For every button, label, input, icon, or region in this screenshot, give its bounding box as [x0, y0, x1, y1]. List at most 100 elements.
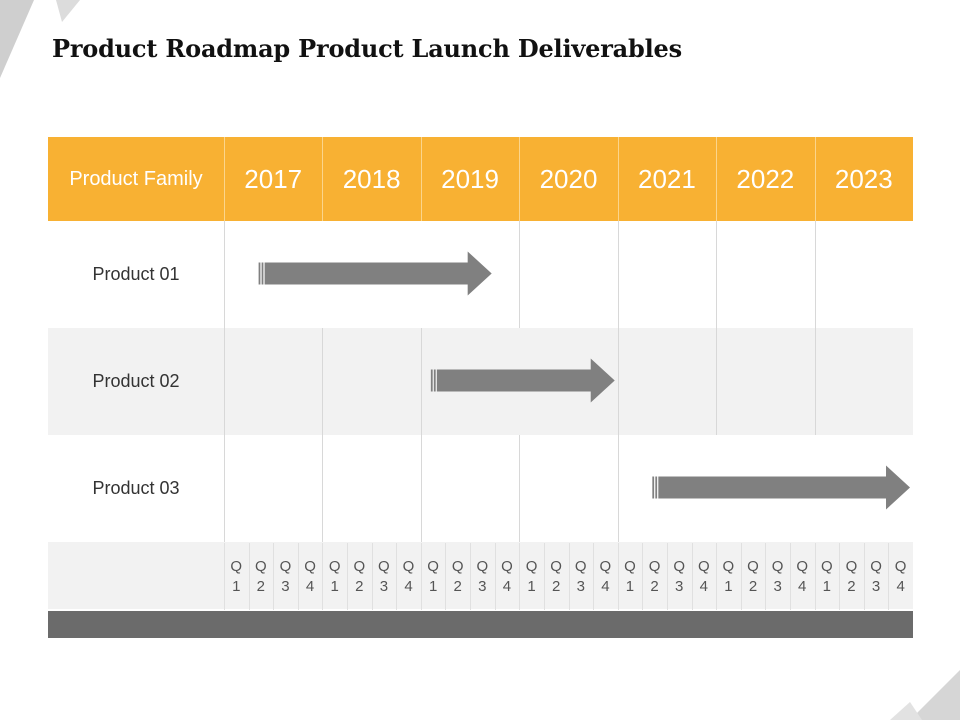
quarter-divider	[666, 543, 668, 610]
year-divider	[814, 328, 816, 435]
timeline-arrows	[258, 251, 911, 510]
quarter-letter: Q	[747, 557, 759, 575]
quarter-letter: Q	[845, 557, 858, 575]
year-divider	[617, 221, 619, 328]
quarter-letter: Q	[328, 557, 341, 575]
quarter-number: 2	[847, 577, 856, 595]
quarter-letter: Q	[550, 557, 562, 575]
quarter-number: 1	[724, 577, 733, 595]
arrow-tail-tick	[258, 262, 261, 285]
header-divider	[814, 137, 816, 221]
quarter-letter: Q	[304, 557, 316, 575]
quarter-divider	[347, 543, 349, 610]
quarter-divider	[617, 543, 619, 610]
quarter-letter: Q	[697, 557, 710, 575]
year-divider	[322, 435, 324, 542]
timeline-arrow	[430, 358, 615, 403]
quarter-divider	[371, 543, 373, 610]
quarter-letter: Q	[378, 557, 390, 575]
quarter-letter: Q	[501, 557, 513, 575]
year-header-2021: 2021	[617, 137, 717, 221]
quarter-divider	[248, 543, 250, 610]
arrow-tail-tick	[430, 369, 433, 392]
quarter-number: 1	[822, 577, 831, 595]
quarter-number: 1	[625, 577, 635, 595]
quarter-divider	[494, 543, 496, 610]
quarter-letter: Q	[796, 557, 809, 575]
quarter-letter: Q	[255, 557, 267, 575]
arrow-tail-tick	[652, 476, 655, 499]
quarter-number: 4	[502, 577, 512, 595]
header-divider	[224, 137, 225, 221]
quarter-letter: Q	[771, 557, 784, 575]
header-divider	[617, 137, 619, 221]
quarter-number: 3	[871, 577, 881, 595]
quarter-number: 1	[428, 577, 438, 595]
quarter-letter: Q	[402, 557, 415, 575]
quarter-number: 2	[650, 577, 659, 595]
quarter-letter: Q	[894, 557, 907, 575]
quarter-divider	[420, 543, 422, 610]
year-header-2019: 2019	[420, 137, 520, 221]
year-divider	[519, 221, 521, 328]
quarter-divider	[470, 543, 472, 610]
quarter-letter: Q	[870, 557, 882, 575]
arrow-shape	[658, 465, 911, 510]
page-title: Product Roadmap Product Launch Deliverab…	[52, 34, 682, 63]
arrow-tail-tick	[261, 262, 264, 285]
timeline-arrow	[652, 465, 911, 510]
quarter-letter: Q	[525, 557, 538, 575]
quarter-divider	[839, 543, 841, 610]
year-header-2017: 2017	[224, 137, 323, 221]
quarter-number: 1	[527, 577, 536, 595]
quarter-divider	[445, 543, 447, 610]
product-label: Product 03	[92, 478, 180, 498]
quarter-divider	[740, 543, 742, 610]
quarter-divider	[888, 543, 890, 610]
quarter-letter: Q	[476, 557, 489, 575]
quarter-number: 3	[379, 577, 389, 595]
quarter-divider	[593, 543, 595, 610]
year-header-2022: 2022	[716, 137, 815, 221]
year-divider	[224, 328, 225, 435]
year-header-2018: 2018	[322, 137, 421, 221]
arrow-tail-tick	[433, 369, 436, 392]
quarter-divider	[691, 543, 693, 610]
quarter-letter: Q	[820, 557, 833, 575]
quarter-letter: Q	[230, 557, 243, 575]
quarter-letter: Q	[648, 557, 661, 575]
year-divider	[814, 221, 816, 328]
quarter-divider	[224, 543, 225, 610]
quarter-letter: Q	[599, 557, 612, 575]
quarter-divider	[789, 543, 791, 610]
quarter-divider	[765, 543, 767, 610]
quarter-letter: Q	[624, 557, 636, 575]
timeline-arrow	[258, 251, 492, 296]
corner-decoration-bottom-right	[890, 670, 960, 720]
quarter-divider	[543, 543, 545, 610]
quarter-letter: Q	[574, 557, 587, 575]
quarter-row	[48, 542, 913, 609]
header-divider	[716, 137, 718, 221]
quarter-divider	[297, 543, 299, 610]
quarter-number: 3	[675, 577, 684, 595]
corner-decoration-top-left	[0, 0, 80, 78]
arrow-shape	[436, 358, 615, 403]
footer-bar	[48, 611, 913, 638]
quarter-number: 3	[773, 577, 782, 595]
quarter-divider	[642, 543, 644, 610]
quarter-letter: Q	[673, 557, 685, 575]
